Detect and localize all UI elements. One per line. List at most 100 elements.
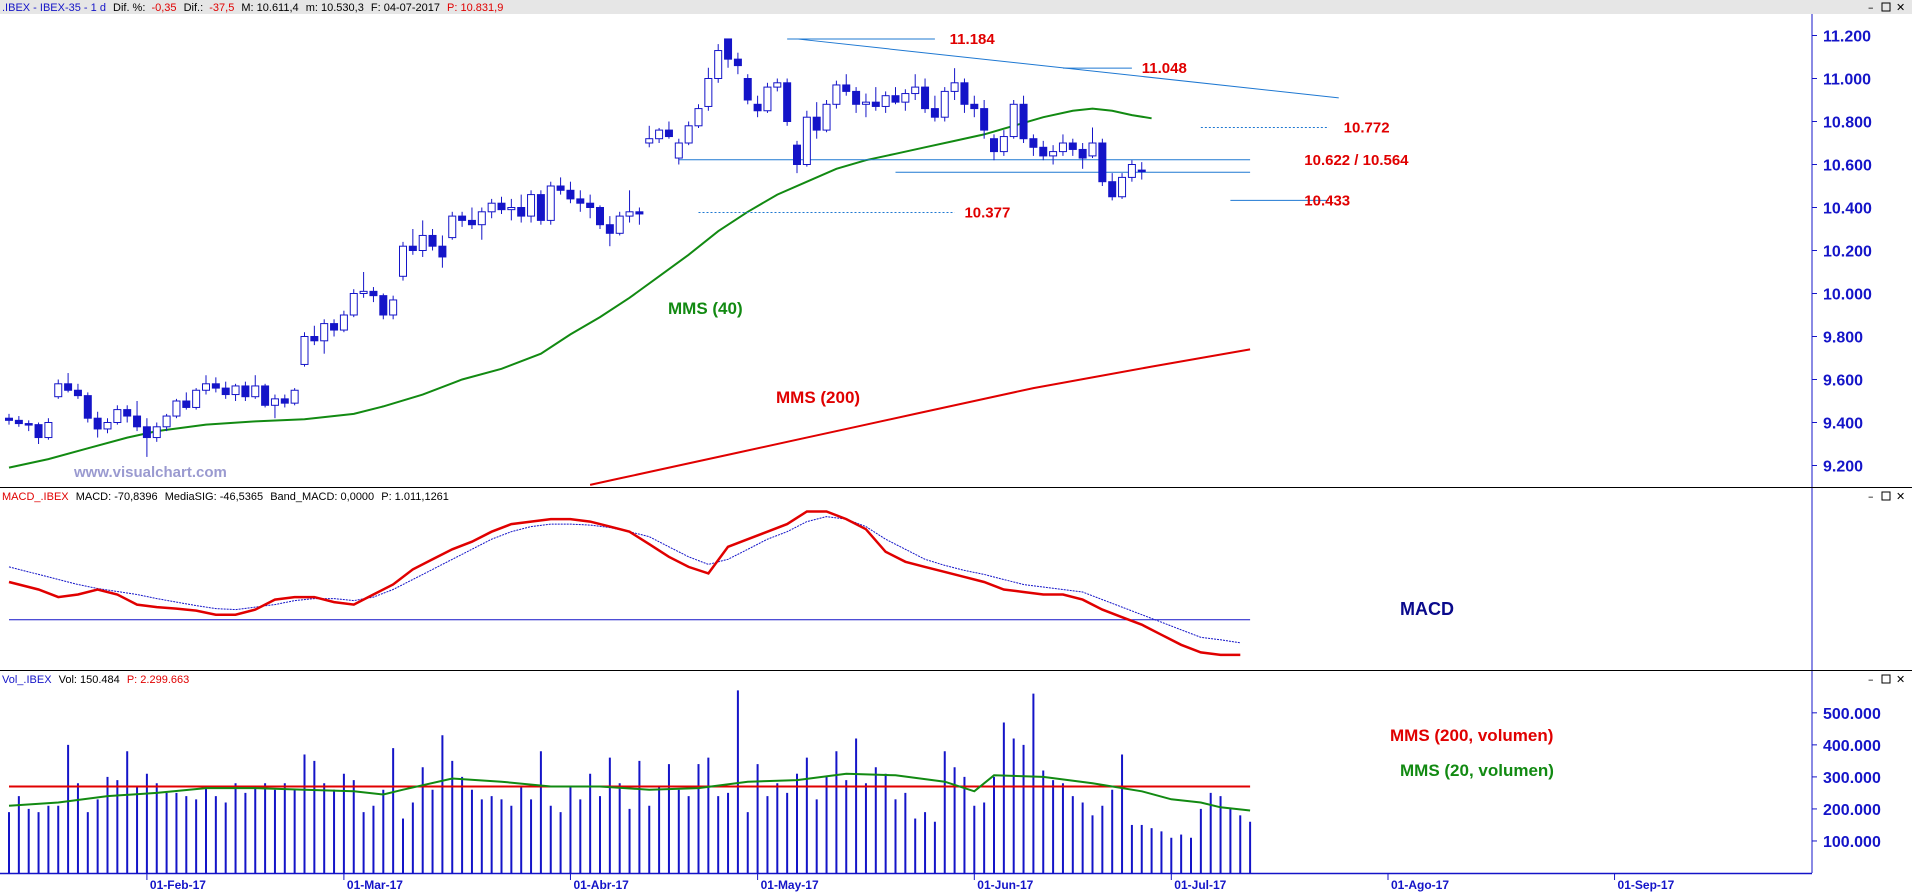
- candle: [605, 216, 614, 247]
- candle: [1068, 138, 1077, 156]
- candle: [182, 392, 191, 410]
- candle: [586, 194, 595, 219]
- x-tick-label: 01-May-17: [761, 878, 819, 892]
- candle: [192, 388, 201, 410]
- candle: [83, 392, 92, 423]
- price-level-annotation: 10.622 / 10.564: [1304, 152, 1409, 169]
- macd-header-last: P: 1.011,1261: [381, 491, 449, 503]
- sma200-line: [589, 348, 1251, 486]
- price-level-annotation: 10.772: [1344, 120, 1390, 137]
- macd-header-band: Band_MACD: 0,0000: [270, 491, 374, 503]
- macd-y-ticks: 200 100 0 -100: [1812, 512, 1855, 680]
- candle: [724, 38, 733, 68]
- price-y-tick-label: 9.400: [1823, 416, 1863, 433]
- candle: [556, 177, 565, 195]
- close-icon[interactable]: ✕: [1896, 1, 1905, 14]
- candle: [1039, 140, 1048, 161]
- vol-header: Vol_.IBEX Vol: 150.484 P: 2.299.663: [2, 674, 189, 686]
- candle: [773, 78, 782, 92]
- label-vol-sma20: MMS (20, volumen): [1400, 761, 1554, 780]
- candle: [1009, 100, 1018, 139]
- candle: [990, 134, 998, 161]
- candle: [5, 413, 13, 425]
- candle: [349, 289, 358, 318]
- candle: [418, 220, 427, 257]
- price-level-annotation: 11.048: [1142, 60, 1187, 77]
- x-tick-label: 01-Abr-17: [573, 878, 629, 892]
- candle: [261, 383, 270, 408]
- macd-y-tick-label: 200: [1823, 512, 1850, 529]
- macd-header: MACD_.IBEX MACD: -70,8396 MediaSIG: -46,…: [2, 491, 449, 503]
- macd-header-name: MACD_.IBEX: [2, 491, 69, 503]
- candle: [73, 383, 82, 399]
- price-y-tick-label: 11.000: [1823, 72, 1871, 89]
- watermark: www.visualchart.com: [73, 464, 227, 481]
- candle: [635, 207, 644, 225]
- candle: [664, 121, 673, 139]
- macd-lines: [8, 510, 1251, 657]
- candle: [399, 241, 407, 281]
- macd-maximize-icon[interactable]: [1881, 491, 1891, 501]
- candle: [645, 125, 654, 148]
- candle: [832, 80, 841, 109]
- candle: [290, 388, 299, 406]
- price-header-dif: -37,5: [209, 2, 234, 14]
- price-y-tick-label: 10.200: [1823, 244, 1872, 261]
- price-header-bar: [0, 0, 1912, 14]
- candle: [861, 93, 870, 118]
- candle: [202, 375, 210, 395]
- vol-y-tick-label: 200.000: [1823, 802, 1881, 819]
- candle: [930, 95, 939, 122]
- candle: [93, 411, 102, 438]
- candle: [694, 104, 703, 128]
- candle: [714, 44, 723, 83]
- macd-close-icon[interactable]: ✕: [1896, 490, 1905, 503]
- price-level-annotation: 11.184: [950, 31, 996, 48]
- price-header-dif-label: Dif.:: [184, 2, 204, 14]
- candle: [1127, 160, 1136, 182]
- candle: [34, 422, 43, 444]
- price-header-max: M: 10.611,4: [241, 2, 298, 14]
- candle: [54, 379, 63, 399]
- candle: [891, 87, 900, 105]
- price-y-tick-label: 10.400: [1823, 201, 1872, 218]
- candle: [655, 127, 664, 143]
- x-tick-label: 01-Feb-17: [150, 878, 206, 892]
- price-header-min: m: 10.530,3: [306, 2, 364, 14]
- candle: [497, 196, 506, 214]
- macd-minimize-icon[interactable]: –: [1868, 490, 1874, 503]
- vol-minimize-icon[interactable]: –: [1868, 673, 1874, 686]
- vol-maximize-icon[interactable]: [1881, 674, 1891, 684]
- vol-close-icon[interactable]: ✕: [1896, 673, 1905, 686]
- vol-header-last: P: 2.299.663: [127, 674, 189, 686]
- price-annotations: 11.184 11.048 10.772 10.622 / 10.564 10.433 1…: [950, 31, 1410, 222]
- candle: [133, 401, 142, 432]
- candle: [684, 121, 693, 146]
- candle: [960, 78, 969, 113]
- candle: [231, 383, 240, 401]
- price-y-tick-label: 9.800: [1823, 330, 1863, 347]
- candle: [802, 110, 811, 167]
- label-vol-sma200: MMS (200, volumen): [1390, 726, 1553, 745]
- price-header-symbol: .IBEX - IBEX-35 - 1 d: [2, 2, 106, 14]
- minimize-icon[interactable]: –: [1868, 1, 1874, 14]
- price-y-tick-label: 10.000: [1823, 287, 1872, 304]
- candle: [14, 416, 23, 427]
- macd-panel: MACD_.IBEX MACD: -70,8396 MediaSIG: -46,…: [0, 488, 1912, 680]
- price-y-tick-label: 9.200: [1823, 459, 1863, 476]
- candle: [142, 418, 151, 457]
- candle: [369, 287, 378, 303]
- price-y-tick-label: 10.800: [1823, 115, 1872, 132]
- candle: [763, 82, 772, 113]
- label-sma200: MMS (200): [776, 388, 860, 407]
- maximize-icon[interactable]: [1881, 2, 1891, 12]
- candle: [517, 194, 526, 223]
- candle: [970, 95, 979, 118]
- candle: [408, 229, 417, 255]
- sma40-path: [8, 107, 1152, 469]
- candle: [1108, 173, 1117, 201]
- candle: [822, 100, 831, 133]
- candle: [310, 325, 319, 346]
- x-tick-label: 01-Jun-17: [977, 878, 1033, 892]
